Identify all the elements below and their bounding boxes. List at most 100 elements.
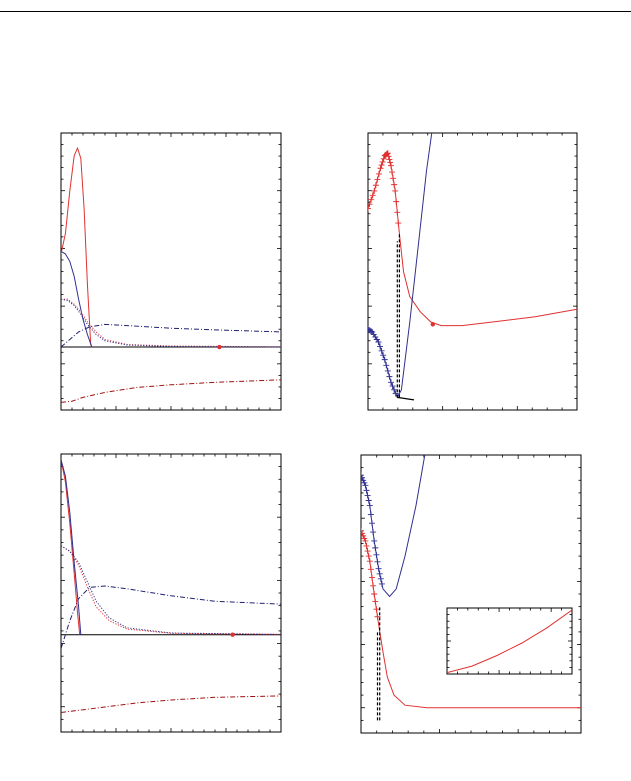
panel0-plot-area [61,146,281,403]
panel3-series-0-cross [364,548,371,555]
panel1-series-0-cross [369,192,376,199]
panel3-series-1-cross [366,502,373,509]
panel3-frame [360,454,582,734]
panel3-series-1-cross [377,575,384,582]
panel3-series-1-cross [365,497,372,504]
panel3-series-0-cross [371,591,378,597]
panel3-series-1-cross [371,537,378,544]
panel1-series-1-line [368,133,433,399]
panel1-series-1-cross [368,328,375,335]
panel2-series-5-line [61,695,281,713]
panel1-series-0-cross [380,155,387,162]
panel2-series-4-line [61,585,281,649]
panel1-series-0-cross [384,150,391,157]
panel1-series-1-cross [383,362,390,369]
panel3-series-0-cross [373,606,380,613]
panel3-series-0-cross [361,527,364,534]
panel1-series-0-cross [368,196,375,203]
panel1-series-0-cross [378,162,385,169]
panel0-series-0-line [61,146,93,348]
panel1-series-0-cross [391,181,398,188]
panel1-series-0-cross [374,176,381,183]
panel1-series-0-cross [390,175,397,182]
panel1-marker-0 [430,322,435,327]
panel3-series-1-cross [361,477,367,484]
header-rule [0,11,631,12]
panel0-series-5-line [61,379,281,403]
panel1-series-0-cross [393,198,400,205]
panel3-series-0-cross [367,566,374,573]
panel3-series-1-cross [374,558,381,565]
panel3-series-0-cross [374,613,381,620]
panel2-series-3-line [61,545,281,635]
panel0-series-3-line [61,298,281,348]
panel3-series-0-cross [362,537,369,544]
inset-panel [446,607,573,675]
panel3-series-1-cross [376,570,383,577]
panel3-series-0-cross [361,532,367,539]
panel1-series-1-cross [389,383,396,390]
panel0-series-1-line [61,250,93,348]
panel1-series-1-cross [384,367,391,374]
panel1-series-1-cross [386,373,393,380]
panel3-series-1-cross [369,520,375,527]
panel2-series-0-line [61,459,81,635]
panel3-series-1-cross [364,492,371,499]
panel1-series-0-cross [392,187,399,194]
panel0-series-2-line [61,298,281,348]
panel3-series-1-cross [362,482,369,489]
panel3-series-1-cross [373,551,380,558]
panel1-series-1-cross [381,356,388,363]
panel2-series-1-line [61,459,82,635]
panel3-series-1-cross [367,511,374,518]
panel3-series-1-cross [361,472,364,479]
panel1-series-0-cross [389,169,396,176]
panel1-series-0-cross [375,170,382,177]
panel3-series-0-cross [366,558,373,565]
panel-bottom-right [360,454,582,734]
panel1-series-0-cross [377,165,384,172]
panel-top-left [60,132,282,411]
panel1-series-0-cross [371,187,378,194]
panel1-plot-area [368,133,577,401]
panel1-series-0-cross [368,201,373,208]
panel3-series-0-cross [365,553,372,560]
panel2-marker-0 [230,632,235,637]
panel3-plot-area [361,455,581,721]
panel-bottom-left [60,453,282,733]
panel2-frame [60,453,282,733]
panel3-series-0-cross [361,535,368,542]
panel1-series-0-cross [387,159,394,166]
panel3-series-0-cross [361,530,366,537]
panel3-series-0-cross [369,574,375,581]
panel3-series-0-cross [372,598,379,605]
panel1-series-4-line [397,396,415,401]
panel1-series-1-cross [392,390,399,397]
panel1-series-0-cross [379,158,386,165]
panel3-series-0-cross [363,542,370,549]
panel3-series-1-line [361,455,426,598]
panel3-series-1-cross [370,529,377,536]
panel1-series-1-cross [387,379,394,386]
panel1-series-0-cross [386,156,393,163]
panel0-marker-0 [217,344,222,350]
inset-plot-area [447,609,572,674]
panel1-series-0-cross [394,209,401,216]
panel1-series-0-cross [372,182,379,189]
panel0-frame [60,132,282,411]
panel1-series-1-cross [380,352,387,359]
panel2-series-2-line [61,545,281,635]
panel1-series-1-cross [391,386,398,393]
panel1-series-1-cross [377,343,384,350]
panel1-series-0-cross [387,162,394,169]
panel3-series-1-cross [372,544,379,551]
panel1-series-0-cross [395,220,402,227]
panel-top-right [367,132,578,411]
panel1-series-0-cross [385,153,392,160]
panel3-series-1-cross [361,474,366,481]
panel3-series-1-cross [361,479,368,486]
panel3-series-1-cross [375,565,382,572]
inset-series-0-line [447,609,572,674]
panel3-series-1-cross [378,580,385,587]
